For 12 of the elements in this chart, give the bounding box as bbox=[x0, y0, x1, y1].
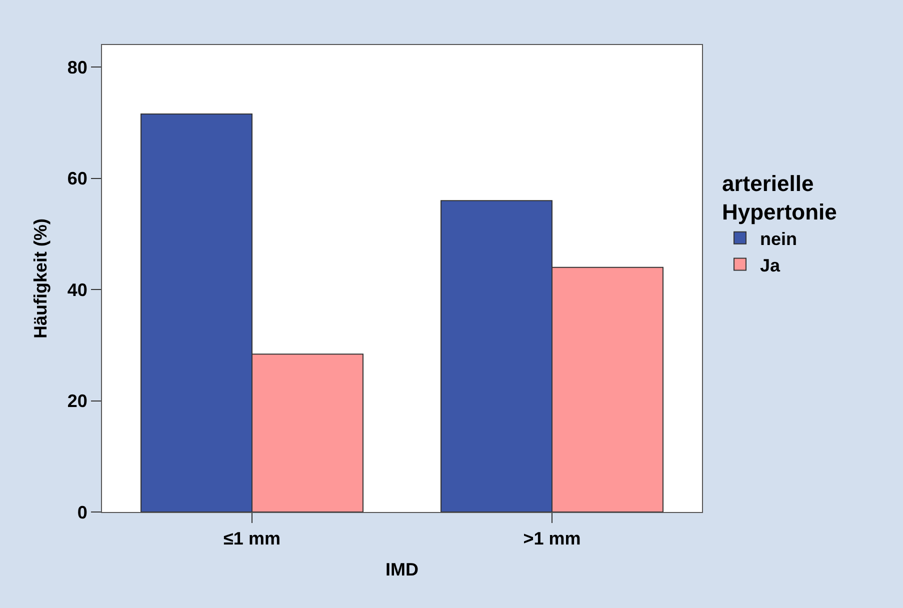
y-tick-label: 80 bbox=[67, 58, 88, 78]
y-tick-label: 20 bbox=[67, 391, 88, 412]
legend-label: nein bbox=[760, 228, 798, 249]
x-tick-label: ≤1 mm bbox=[224, 528, 280, 549]
legend-label: Ja bbox=[760, 255, 782, 276]
y-axis-title: Häufigkeit (%) bbox=[30, 218, 51, 339]
legend-title: arterielle Hypertonie bbox=[722, 171, 837, 225]
y-tick-label: 0 bbox=[77, 502, 88, 522]
x-tick-label: >1 mm bbox=[523, 528, 581, 549]
y-tick-label: 40 bbox=[67, 280, 88, 300]
x-axis-title: IMD bbox=[386, 560, 418, 580]
y-tick-label: 60 bbox=[67, 168, 88, 189]
